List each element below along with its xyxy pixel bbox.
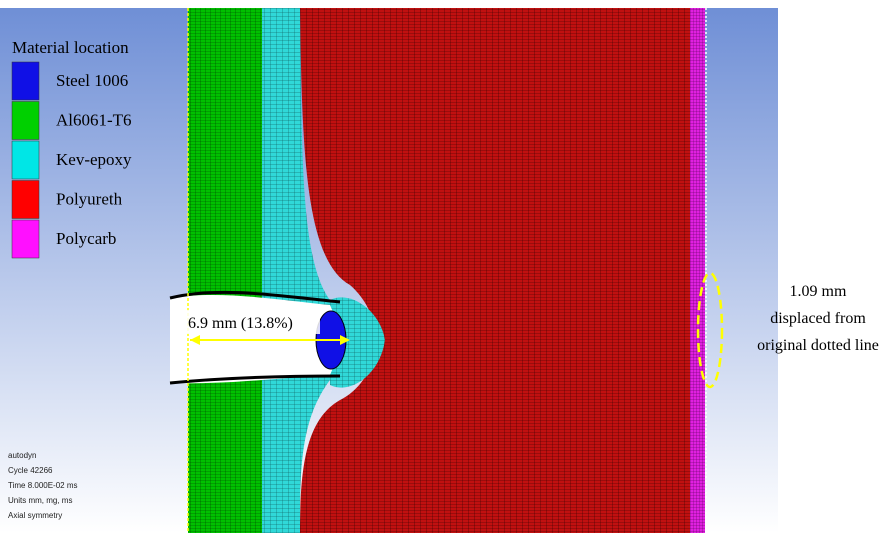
legend-label: Polycarb (56, 229, 116, 248)
legend-label: Kev-epoxy (56, 150, 132, 169)
legend-title: Material location (12, 38, 129, 57)
polycarbonate-layer (690, 8, 705, 533)
legend-label: Al6061-T6 (56, 111, 132, 130)
legend-swatch (12, 181, 39, 219)
info-line: autodyn (8, 451, 36, 460)
info-line: Axial symmetry (8, 511, 62, 520)
legend-swatch (12, 102, 39, 140)
legend-swatch (12, 141, 39, 179)
legend-label: Steel 1006 (56, 71, 128, 90)
displacement-line: 1.09 mm (790, 283, 847, 300)
polyurethane-layer (300, 8, 690, 533)
legend-label: Polyureth (56, 190, 123, 209)
displacement-line: displaced from (770, 310, 866, 327)
aluminum-layer (188, 8, 264, 533)
legend-swatch (12, 62, 39, 100)
displacement-line: original dotted line (757, 337, 879, 354)
info-line: Units mm, mg, ms (8, 496, 72, 505)
info-line: Time 8.000E-02 ms (8, 481, 78, 490)
screenshot: 6.9 mm (13.8%) 1.09 mm displaced from orig… (0, 0, 885, 533)
legend-swatch (12, 220, 39, 258)
info-line: Cycle 42266 (8, 466, 53, 475)
penetration-label: 6.9 mm (13.8%) (188, 315, 293, 332)
